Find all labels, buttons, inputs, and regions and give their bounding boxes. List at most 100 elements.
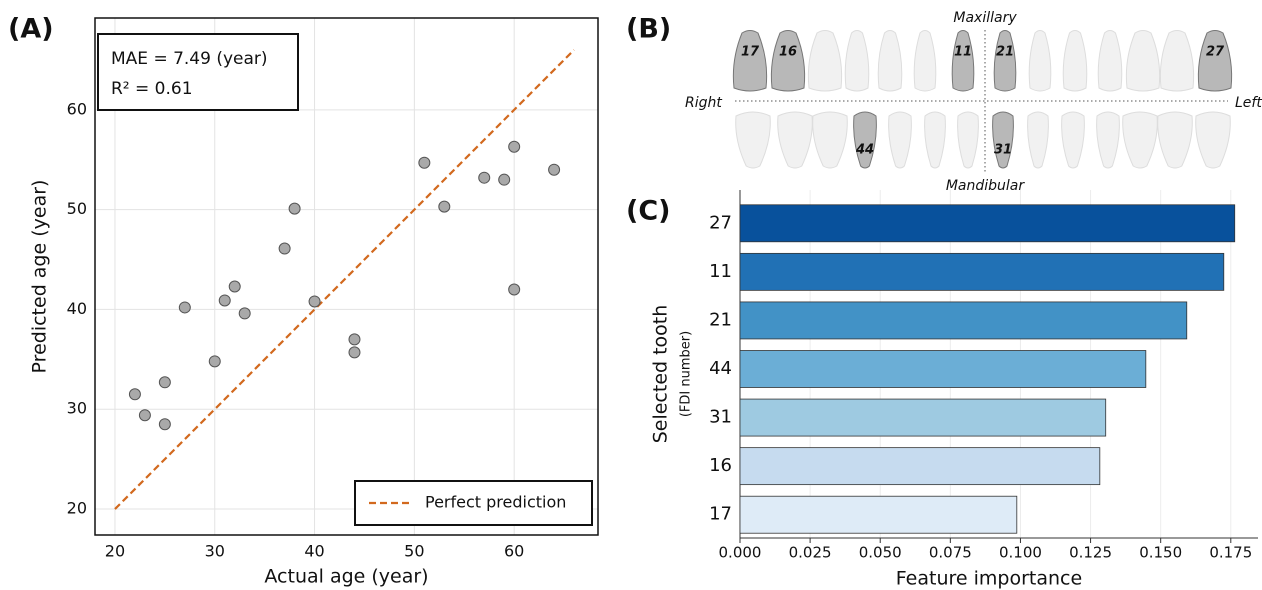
- x-tick-label: 0.075: [929, 544, 972, 562]
- data-point: [288, 202, 301, 215]
- tooth: [1125, 30, 1161, 92]
- tooth: [844, 30, 870, 92]
- jaw-label: Mandibular: [946, 178, 1026, 194]
- x-tick-label: 0.000: [719, 544, 762, 562]
- data-point: [158, 376, 171, 389]
- x-axis-label: Feature importance: [896, 568, 1082, 590]
- y-tick-label: 27: [709, 212, 732, 233]
- side-label: Right: [685, 95, 722, 111]
- y-tick-label: 11: [709, 261, 732, 282]
- bar: [739, 447, 1101, 486]
- panel-label: (C): [626, 196, 671, 227]
- tooth: [992, 111, 1014, 169]
- tooth: [1097, 30, 1123, 92]
- data-point: [438, 200, 451, 213]
- tooth: [1197, 30, 1233, 92]
- data-point: [348, 333, 361, 346]
- y-axis-label: Predicted age (year): [29, 180, 51, 374]
- tooth: [770, 30, 806, 92]
- data-point: [178, 301, 191, 314]
- tooth: [1096, 111, 1120, 169]
- tooth: [877, 30, 903, 92]
- data-point: [218, 294, 231, 307]
- y-axis-sublabel: (FDI number): [679, 331, 694, 417]
- tooth-label: 21: [996, 45, 1014, 60]
- x-tick-label: 60: [504, 542, 524, 561]
- y-axis-label: Selected tooth: [650, 305, 672, 444]
- tooth: [993, 30, 1017, 92]
- tooth: [957, 111, 979, 169]
- x-tick-label: 40: [304, 542, 324, 561]
- data-point: [308, 295, 321, 308]
- x-axis-label: Actual age (year): [264, 566, 428, 588]
- data-point: [508, 140, 521, 153]
- tooth-label: 27: [1206, 45, 1225, 60]
- bar: [739, 398, 1107, 437]
- tooth: [1028, 30, 1052, 92]
- tooth: [951, 30, 975, 92]
- data-point: [208, 355, 221, 368]
- tooth: [732, 30, 768, 92]
- y-tick-label: 20: [67, 499, 87, 518]
- tooth-label: 11: [954, 45, 972, 60]
- bar: [739, 204, 1236, 243]
- data-point: [478, 171, 491, 184]
- bar: [739, 495, 1018, 534]
- x-tick-label: 0.050: [859, 544, 902, 562]
- annotation-box: [97, 33, 299, 111]
- tooth: [1195, 111, 1231, 169]
- tooth: [1122, 111, 1158, 169]
- tooth: [807, 30, 843, 92]
- tooth: [1062, 30, 1088, 92]
- y-tick-label: 40: [67, 299, 87, 318]
- y-tick-label: 50: [67, 199, 87, 218]
- x-tick-label: 0.025: [789, 544, 832, 562]
- data-point: [508, 283, 521, 296]
- y-tick-label: 31: [709, 407, 732, 428]
- x-tick-label: 20: [105, 542, 125, 561]
- panel-label: (A): [8, 14, 54, 45]
- x-tick-label: 30: [205, 542, 225, 561]
- data-point: [158, 418, 171, 431]
- y-tick-label: 44: [709, 358, 732, 379]
- reference-line: [114, 49, 575, 510]
- tooth: [913, 30, 937, 92]
- annotation: R² = 0.61: [111, 79, 193, 99]
- tooth: [924, 111, 946, 169]
- tooth: [812, 111, 848, 169]
- jaw-label: Maxillary: [953, 10, 1017, 26]
- y-tick-label: 16: [709, 455, 732, 476]
- x-tick-label: 50: [404, 542, 424, 561]
- tooth: [1159, 30, 1195, 92]
- data-point: [548, 163, 561, 176]
- y-tick-label: 17: [709, 504, 732, 525]
- y-tick-label: 30: [67, 399, 87, 418]
- tooth-label: 31: [994, 143, 1012, 158]
- plot-frame: [94, 17, 599, 536]
- data-point: [238, 307, 251, 320]
- data-point: [498, 173, 511, 186]
- tooth: [1157, 111, 1193, 169]
- data-point: [128, 388, 141, 401]
- bar: [739, 252, 1225, 291]
- annotation: MAE = 7.49 (year): [111, 49, 268, 69]
- data-point: [138, 409, 151, 422]
- panel-label: (B): [626, 14, 671, 45]
- y-tick-label: 60: [67, 99, 87, 118]
- bar: [739, 301, 1188, 340]
- data-point: [418, 156, 431, 169]
- y-tick-label: 21: [709, 309, 732, 330]
- tooth: [1061, 111, 1085, 169]
- bar: [739, 350, 1147, 388]
- x-tick-label: 0.175: [1209, 544, 1252, 562]
- x-tick-label: 0.125: [1069, 544, 1112, 562]
- tooth: [853, 111, 877, 169]
- tooth: [1027, 111, 1049, 169]
- legend-label: Perfect prediction: [425, 493, 566, 512]
- x-tick-label: 0.150: [1139, 544, 1182, 562]
- tooth: [735, 111, 771, 169]
- tooth: [888, 111, 912, 169]
- tooth-label: 16: [779, 45, 797, 60]
- x-tick-label: 0.100: [999, 544, 1042, 562]
